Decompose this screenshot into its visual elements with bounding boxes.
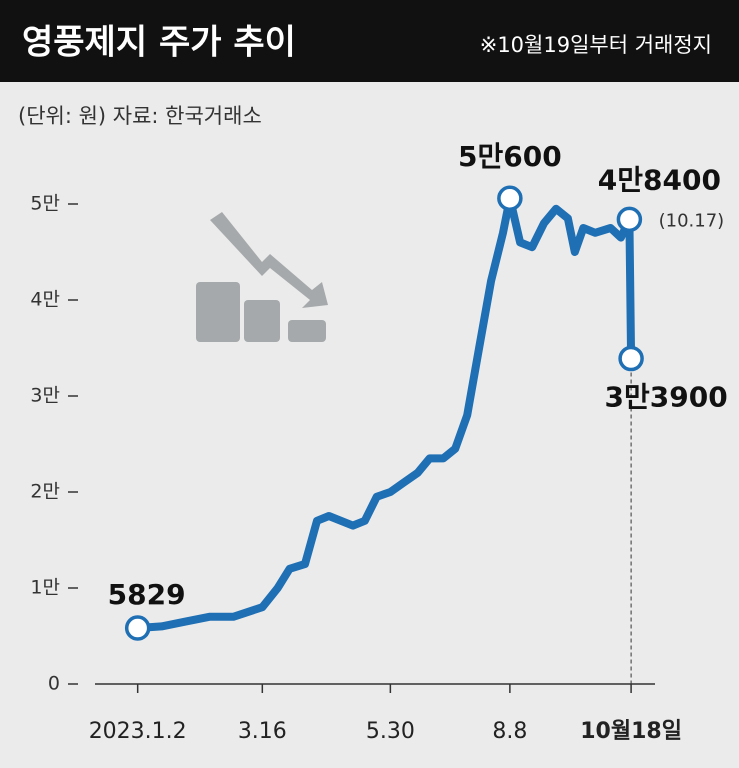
x-tick-label: 10월18일	[580, 719, 682, 744]
point-marker	[497, 185, 523, 211]
x-tick-label: 2023.1.2	[89, 719, 187, 744]
point-marker	[616, 206, 643, 233]
x-tick-label: 8.8	[492, 719, 527, 744]
subtitle: (단위: 원) 자료: 한국거래소	[18, 104, 262, 128]
y-tick-label: 5만	[30, 193, 60, 215]
y-tick-label: 4만	[30, 289, 60, 311]
chart-title: 영풍제지 주가 추이	[22, 23, 296, 63]
annotation: 3만3900	[605, 381, 728, 414]
annotation: 4만8400	[598, 163, 721, 196]
point-marker	[618, 345, 644, 372]
x-tick-label: 3.16	[238, 719, 287, 744]
price-line	[133, 194, 636, 632]
annotation: 5만600	[458, 140, 562, 173]
point-marker	[124, 615, 151, 641]
y-tick-label: 3만	[30, 385, 60, 407]
header-bar	[0, 0, 739, 82]
x-tick-label: 5.30	[366, 719, 415, 744]
decor-icon	[196, 212, 328, 342]
y-tick-label: 2만	[30, 481, 60, 503]
annotation-note: (10.17)	[659, 210, 725, 231]
y-tick-label: 0	[48, 673, 60, 695]
annotation: 5829	[108, 578, 186, 611]
y-tick-label: 1만	[30, 577, 60, 599]
header-note: ※10월19일부터 거래정지	[480, 33, 712, 57]
